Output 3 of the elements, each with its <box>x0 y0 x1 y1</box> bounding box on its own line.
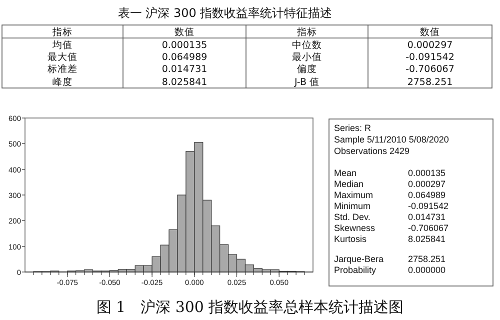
stats-box: Series: R Sample 5/11/2010 5/08/2020 Observations 2429 Mean 0.000135 Median 0.000297 Maximum 0.064989 Minimum -0.091542 Std. Dev. 0.014731 Skewness -0.706067 Kurtosis 8.025841 Jarque-Bera 2758.251 Probability 0.000000 <box>328 118 494 286</box>
table: 表一 沪深 300 指数收益率统计特征描述 指标 数值 指标 数值 均值 0.000135 中位数 0.000297 最大值 0.064989 最小值 -0.091542 标准差 0.014731 偏度 -0.706067 峰度 8.025841 J-B 值 2758.251 <box>2 6 492 88</box>
text: 图 1 沪深 300 指数收益率总样本统计描述图 <box>96 298 404 316</box>
